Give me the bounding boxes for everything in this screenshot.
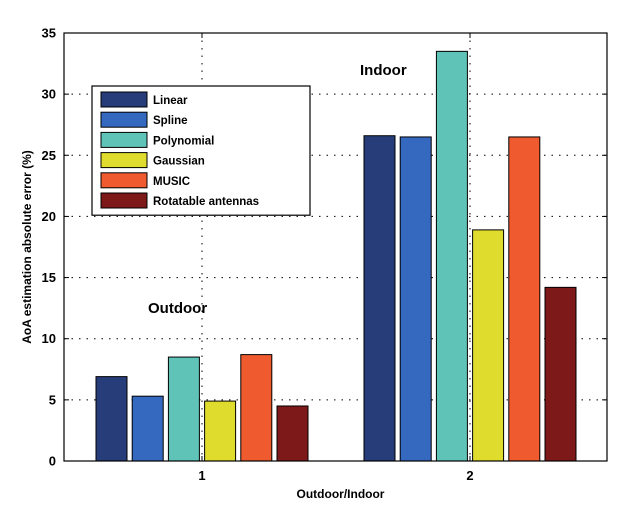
legend-label-gaussian: Gaussian: [153, 156, 205, 168]
legend-label-polynomial: Polynomial: [153, 135, 214, 147]
bar-music-1: [240, 354, 273, 462]
y-tick-label-2: 10: [42, 331, 56, 346]
y-tick-label-3: 15: [42, 270, 56, 285]
legend-swatch-rotatable-antennas: [100, 192, 148, 209]
x-axis-label: Outdoor/Indoor: [297, 487, 385, 501]
bar-polynomial-1: [167, 356, 200, 462]
y-axis-ticks: 0 5 10 15 20 25 30 35: [42, 26, 607, 469]
y-tick-label-5: 25: [42, 148, 56, 163]
bar-spline-1: [131, 395, 164, 462]
legend: Linear Spline Polynomial Gaussian MUSIC Rotat…: [91, 85, 311, 216]
x-tick-label-0: 1: [198, 468, 205, 483]
y-tick-label-1: 5: [49, 392, 56, 407]
y-tick-label-7: 35: [42, 26, 56, 41]
y-tick-label-6: 30: [42, 87, 56, 102]
legend-label-music: MUSIC: [153, 176, 190, 188]
y-axis-label: AoA estimation absolute error (%): [20, 150, 34, 344]
legend-swatch-linear: [100, 91, 148, 108]
bar-linear-1: [95, 376, 128, 462]
y-tick-label-0: 0: [49, 454, 56, 469]
legend-box: [91, 85, 311, 216]
bar-gaussian-1: [204, 400, 237, 462]
legend-swatch-polynomial: [100, 131, 148, 148]
plot-frame: [63, 32, 608, 462]
x-tick-label-1: 2: [466, 468, 473, 483]
legend-label-spline: Spline: [153, 115, 188, 127]
annotation-indoor: Indoor: [360, 62, 407, 79]
bar-polynomial-2: [435, 50, 468, 462]
bar-rotatable-antennas-2: [544, 286, 577, 462]
bar-spline-2: [399, 136, 432, 462]
legend-label-linear: Linear: [153, 95, 188, 107]
bar-gaussian-2: [472, 229, 505, 462]
legend-label-rotatable-antennas: Rotatable antennas: [153, 196, 259, 208]
legend-swatch-spline: [100, 111, 148, 128]
bars-group: [95, 50, 577, 462]
bar-rotatable-antennas-1: [276, 405, 309, 462]
y-tick-label-4: 20: [42, 209, 56, 224]
legend-swatch-gaussian: [100, 152, 148, 169]
annotation-outdoor: Outdoor: [148, 300, 207, 317]
bar-linear-2: [363, 135, 396, 462]
legend-swatch-music: [100, 172, 148, 189]
bar-music-2: [508, 136, 541, 462]
